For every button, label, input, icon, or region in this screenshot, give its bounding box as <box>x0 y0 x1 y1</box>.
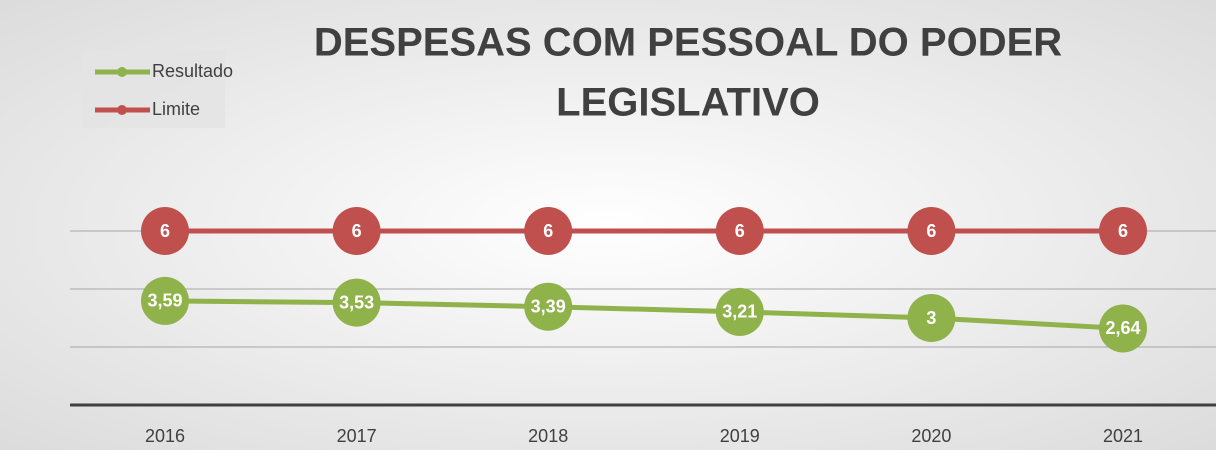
data-point <box>332 278 381 327</box>
x-tick-label: 2016 <box>145 426 185 446</box>
data-label: 6 <box>543 221 553 241</box>
data-label: 3,53 <box>339 292 374 312</box>
data-point <box>907 207 956 255</box>
x-tick-label: 2018 <box>528 426 568 446</box>
chart-title: DESPESAS COM PESSOAL DO PODER <box>314 21 1062 65</box>
data-label: 6 <box>735 221 745 241</box>
x-tick-label: 2017 <box>337 426 377 446</box>
data-point <box>715 207 764 255</box>
data-point <box>715 287 764 336</box>
data-point <box>907 294 956 342</box>
data-label: 3,59 <box>147 291 182 311</box>
data-label: 6 <box>926 221 936 241</box>
legend-label: Limite <box>152 99 200 119</box>
data-label: 3,39 <box>531 296 566 316</box>
legend-label: Resultado <box>152 61 233 81</box>
data-label: 2,64 <box>1105 318 1140 338</box>
data-point <box>524 207 573 255</box>
legend-marker <box>117 67 127 77</box>
data-point <box>141 207 189 255</box>
data-point <box>524 282 573 331</box>
chart-title: LEGISLATIVO <box>556 81 820 125</box>
x-tick-label: 2021 <box>1103 426 1143 446</box>
series-line <box>164 298 1124 331</box>
x-tick-label: 2020 <box>911 426 951 446</box>
legend-box <box>82 50 225 128</box>
legend-marker <box>117 105 127 115</box>
data-label: 6 <box>352 221 362 241</box>
data-point <box>332 207 381 255</box>
data-point <box>1099 207 1147 255</box>
data-label: 3,21 <box>722 302 757 322</box>
data-label: 3 <box>926 308 936 328</box>
x-tick-label: 2019 <box>720 426 760 446</box>
data-label: 6 <box>1118 221 1128 241</box>
data-label: 6 <box>160 221 170 241</box>
data-point <box>1099 304 1147 353</box>
data-point <box>141 276 189 325</box>
